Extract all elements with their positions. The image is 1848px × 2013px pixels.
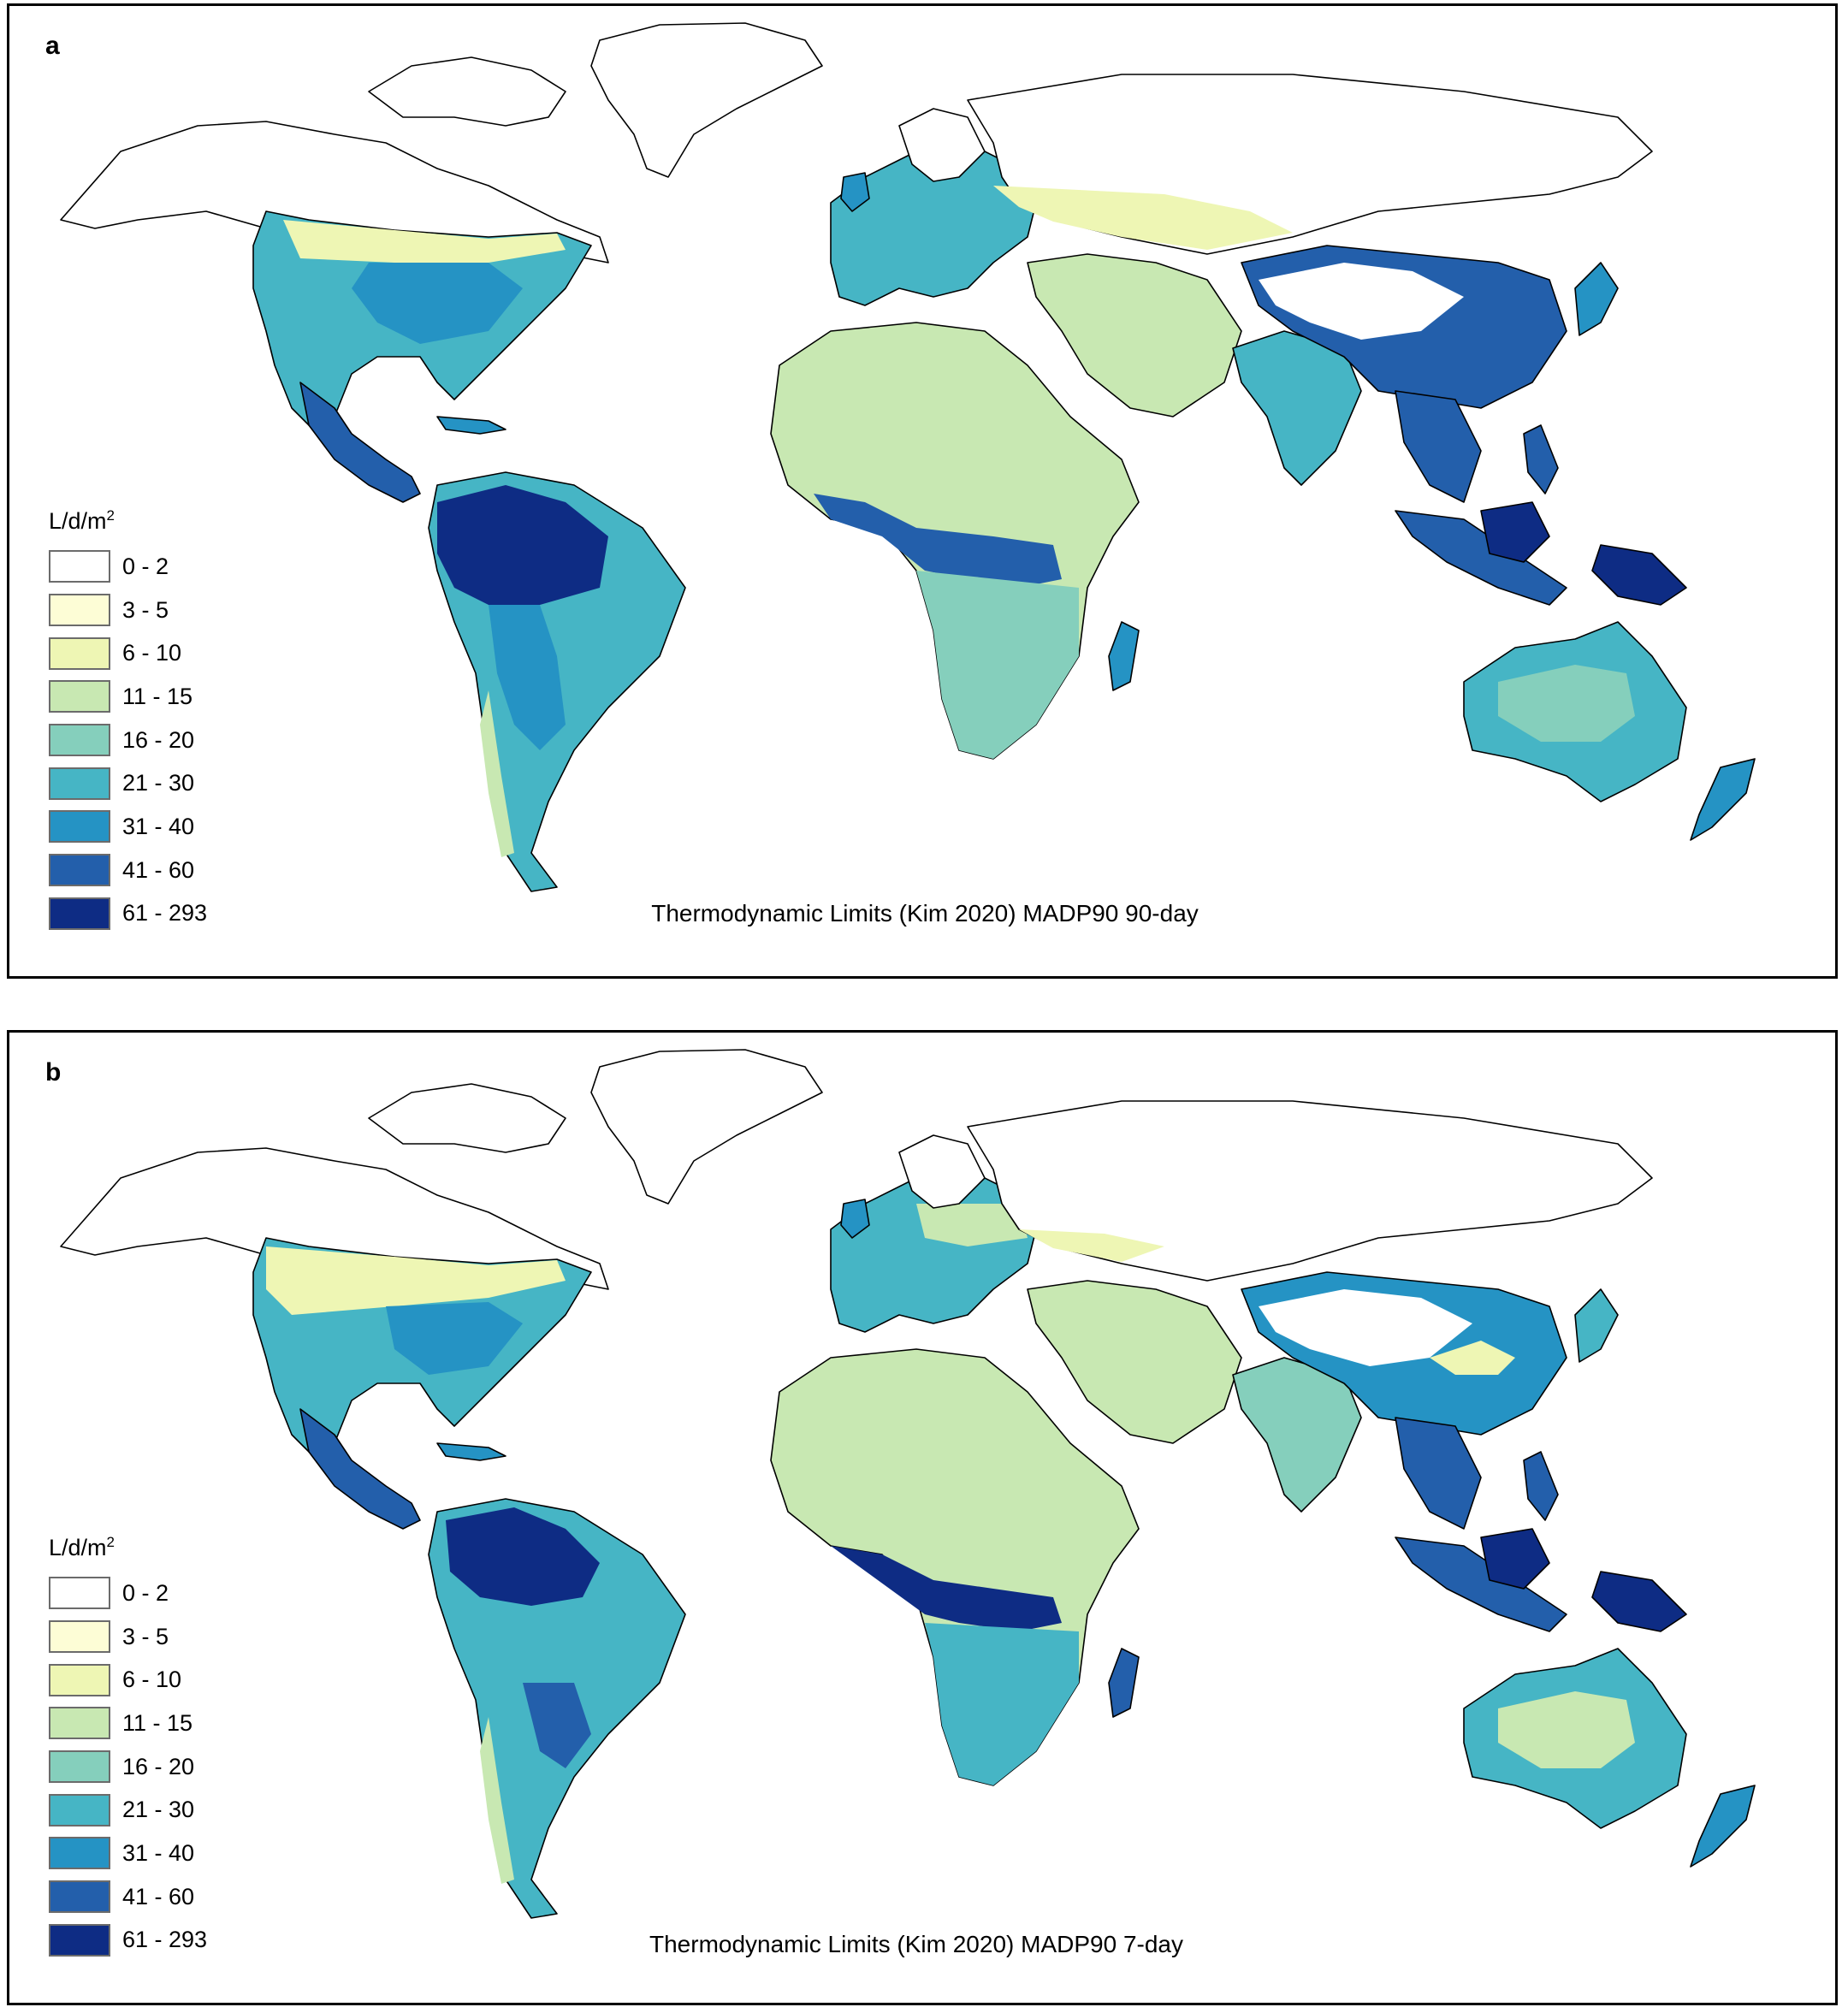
japan [1574, 1288, 1619, 1363]
legend-item: 21 - 30 [49, 1788, 207, 1832]
caribbean [436, 416, 506, 435]
north-america-north [60, 121, 609, 263]
legend-title: L/d/m2 [49, 507, 115, 534]
philippines [1523, 1451, 1559, 1521]
new-guinea [1591, 544, 1687, 606]
world-map [60, 22, 1756, 892]
panel-label: a [45, 32, 60, 60]
legend-swatch [49, 1750, 110, 1784]
indonesia-west [1395, 1536, 1567, 1632]
british-isles [840, 1199, 870, 1239]
japan [1574, 262, 1619, 336]
borneo [1480, 1528, 1550, 1590]
madagascar [1108, 621, 1140, 691]
legend-item: 16 - 20 [49, 719, 207, 762]
panel-label: b [45, 1058, 62, 1086]
north-america-north [60, 1147, 609, 1290]
legend-item: 61 - 293 [49, 892, 207, 936]
new-zealand [1690, 758, 1756, 841]
legend-swatch [49, 1923, 110, 1957]
british-isles [840, 172, 870, 212]
russia [967, 1100, 1653, 1282]
caribbean [436, 1442, 506, 1461]
legend-swatch [49, 636, 110, 670]
legend-swatch [49, 1663, 110, 1696]
legend-item: 11 - 15 [49, 1702, 207, 1745]
scandinavia [898, 108, 986, 182]
legend-item: 41 - 60 [49, 1875, 207, 1919]
legend-item: 31 - 40 [49, 805, 207, 849]
legend-swatch [49, 1620, 110, 1654]
greenland [590, 1049, 823, 1205]
legend-item: 6 - 10 [49, 631, 207, 675]
legend-item: 11 - 15 [49, 675, 207, 719]
central-america [299, 1408, 421, 1530]
legend-swatch [49, 1880, 110, 1914]
legend-swatch [49, 594, 110, 627]
legend-swatch [49, 680, 110, 713]
legend-item: 16 - 20 [49, 1745, 207, 1789]
legend-swatch [49, 550, 110, 583]
legend-swatch [49, 724, 110, 757]
middle-east [1027, 253, 1242, 417]
legend-swatch [49, 1707, 110, 1740]
legend-swatch [49, 810, 110, 844]
map-panel-b: b [7, 1030, 1838, 2005]
legend-swatch [49, 1837, 110, 1870]
legend-item: 0 - 2 [49, 1572, 207, 1615]
new-zealand [1690, 1785, 1756, 1868]
greenland [590, 22, 823, 178]
legend-swatch [49, 897, 110, 930]
legend: L/d/m2 0 - 2 3 - 5 6 - 10 11 - 15 16 - 2… [49, 507, 207, 935]
madagascar [1108, 1648, 1140, 1718]
legend-swatch [49, 1793, 110, 1827]
legend: L/d/m2 0 - 2 3 - 5 6 - 10 11 - 15 16 - 2… [49, 1534, 207, 1962]
legend-swatch [49, 1577, 110, 1610]
russia [967, 74, 1653, 255]
indonesia-west [1395, 510, 1567, 606]
central-america [299, 382, 421, 503]
southeast-asia [1395, 390, 1482, 503]
map-panel-a: a [7, 3, 1838, 979]
legend-swatch [49, 854, 110, 887]
arctic-islands [368, 56, 566, 127]
legend-item: 0 - 2 [49, 545, 207, 589]
legend-item: 21 - 30 [49, 761, 207, 805]
map-caption: Thermodynamic Limits (Kim 2020) MADP90 9… [651, 900, 1199, 927]
world-map [60, 1049, 1756, 1919]
middle-east [1027, 1280, 1242, 1444]
legend-item: 3 - 5 [49, 1615, 207, 1659]
legend-item: 41 - 60 [49, 849, 207, 892]
legend-item: 6 - 10 [49, 1658, 207, 1702]
borneo [1480, 501, 1550, 563]
southeast-asia [1395, 1417, 1482, 1530]
legend-swatch [49, 767, 110, 800]
legend-item: 61 - 293 [49, 1919, 207, 1963]
legend-title: L/d/m2 [49, 1534, 115, 1560]
map-caption: Thermodynamic Limits (Kim 2020) MADP90 7… [649, 1931, 1183, 1957]
new-guinea [1591, 1571, 1687, 1632]
scandinavia [898, 1134, 986, 1209]
philippines [1523, 424, 1559, 494]
legend-item: 31 - 40 [49, 1832, 207, 1875]
arctic-islands [368, 1083, 566, 1153]
legend-item: 3 - 5 [49, 589, 207, 632]
